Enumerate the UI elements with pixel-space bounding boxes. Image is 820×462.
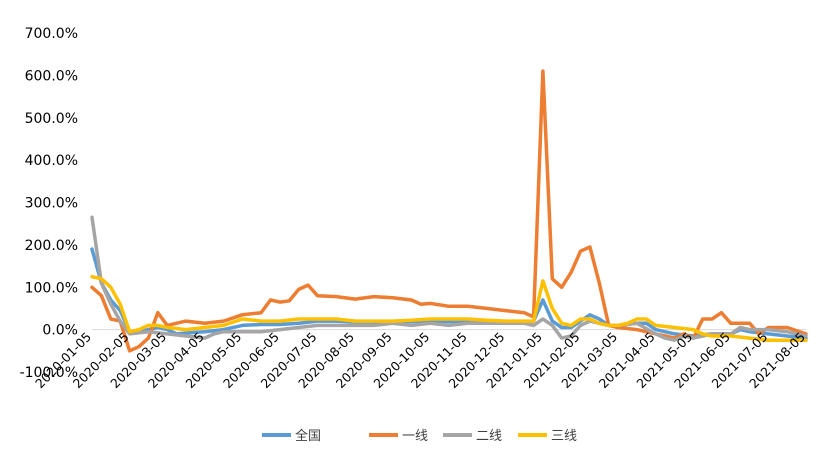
series-line-1 (90, 69, 808, 353)
y-tick-label: 300.0% (25, 196, 78, 212)
legend-label-1: 一线 (402, 429, 428, 444)
y-tick-label: 200.0% (25, 238, 78, 254)
legend-label-0: 全国 (295, 428, 321, 444)
y-axis-ticks: -100.0% 0.0% 100.0% 200.0% 300.0% 400.0% 500.0… (20, 26, 78, 381)
y-tick-label: 0.0% (42, 323, 78, 339)
y-tick-label: 500.0% (25, 111, 78, 127)
legend: 全国 一线 二线 三线 (262, 428, 577, 444)
y-tick-label: -100.0% (20, 365, 78, 381)
y-tick-label: 700.0% (25, 26, 78, 42)
y-tick-label: 100.0% (25, 280, 78, 296)
legend-label-2: 二线 (476, 429, 502, 444)
series-line-3 (90, 274, 808, 342)
y-tick-label: 400.0% (25, 153, 78, 169)
series-lines (90, 69, 808, 353)
series-line-2 (90, 215, 808, 342)
y-tick-label: 600.0% (25, 68, 78, 84)
x-axis-ticks: 2020-01-052020-02-052020-03-052020-04-05… (32, 329, 808, 391)
legend-label-3: 三线 (551, 429, 577, 444)
